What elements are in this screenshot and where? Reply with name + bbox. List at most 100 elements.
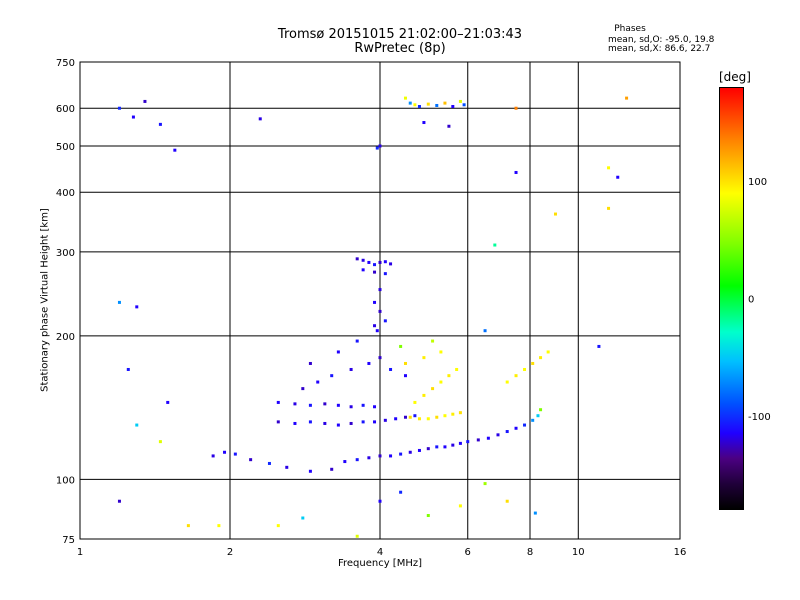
data-point: [422, 356, 426, 360]
data-point: [462, 103, 466, 107]
data-point: [355, 458, 359, 462]
data-point: [431, 339, 435, 343]
colorbar-tick-label: 0: [748, 295, 754, 306]
data-point: [131, 115, 135, 119]
y-tick-label: 200: [56, 332, 75, 343]
data-point: [323, 402, 327, 406]
data-point: [349, 421, 353, 425]
data-point: [285, 465, 289, 469]
data-point: [597, 344, 601, 348]
data-point: [211, 454, 215, 458]
data-point: [439, 380, 443, 384]
data-point: [426, 514, 430, 518]
data-point: [316, 380, 320, 384]
data-point: [361, 258, 365, 262]
data-point: [553, 212, 557, 216]
data-point: [158, 440, 162, 444]
data-point: [373, 324, 377, 328]
data-point: [413, 400, 417, 404]
data-point: [458, 99, 462, 103]
x-tick-label: 8: [527, 547, 533, 558]
data-point: [258, 117, 262, 121]
data-point: [458, 411, 462, 415]
data-point: [483, 482, 487, 486]
data-point: [383, 272, 387, 276]
x-tick-label: 16: [674, 547, 687, 558]
data-point: [308, 361, 312, 365]
data-point: [383, 319, 387, 323]
chart-title: Tromsø 20151015 21:02:00–21:03:43: [277, 27, 523, 42]
data-point: [383, 418, 387, 422]
data-point: [408, 450, 412, 454]
data-point: [539, 356, 543, 360]
data-point: [323, 421, 327, 425]
data-point: [223, 450, 227, 454]
data-point: [373, 300, 377, 304]
data-point: [514, 106, 518, 110]
data-point: [422, 393, 426, 397]
data-point: [399, 344, 403, 348]
data-point: [443, 445, 447, 449]
data-point: [308, 469, 312, 473]
data-point: [276, 400, 280, 404]
chart-subtitle: RwPretec (8p): [354, 41, 446, 56]
data-point: [408, 415, 412, 419]
y-tick-label: 75: [62, 535, 75, 546]
data-point: [249, 458, 253, 462]
data-point: [361, 420, 365, 424]
y-tick-label: 600: [56, 104, 75, 115]
data-point: [505, 430, 509, 434]
data-point: [413, 414, 417, 418]
data-point: [431, 387, 435, 391]
data-point: [531, 418, 535, 422]
data-point: [546, 350, 550, 354]
data-point: [367, 456, 371, 460]
data-point: [117, 106, 121, 110]
data-point: [389, 262, 393, 266]
colorbar-tick-label: -100: [748, 412, 771, 423]
data-point: [301, 387, 305, 391]
x-tick-label: 10: [572, 547, 585, 558]
colorbar: [719, 87, 744, 510]
data-point: [330, 467, 334, 471]
data-point: [458, 504, 462, 508]
data-point: [293, 421, 297, 425]
data-point: [536, 414, 540, 418]
data-point: [403, 96, 407, 100]
x-tick-label: 6: [465, 547, 471, 558]
colorbar-unit: [deg]: [719, 70, 751, 84]
data-point: [505, 380, 509, 384]
data-point: [367, 260, 371, 264]
data-point: [422, 121, 426, 125]
data-point: [447, 374, 451, 378]
data-point: [455, 367, 459, 371]
data-point: [367, 361, 371, 365]
data-point: [336, 423, 340, 427]
data-point: [349, 405, 353, 409]
data-point: [539, 408, 543, 412]
data-point: [373, 405, 377, 409]
data-point: [607, 206, 611, 210]
data-point: [383, 260, 387, 264]
data-point: [533, 511, 537, 515]
data-point: [308, 420, 312, 424]
data-point: [361, 268, 365, 272]
data-point: [375, 329, 379, 333]
data-point: [514, 426, 518, 430]
data-point: [403, 415, 407, 419]
data-point: [117, 300, 121, 304]
data-point: [373, 270, 377, 274]
phases-o-line: mean, sd,O: -95.0, 19.8: [608, 35, 715, 45]
data-point: [276, 524, 280, 528]
data-point: [523, 423, 527, 427]
data-point: [349, 367, 353, 371]
y-tick-label: 300: [56, 248, 75, 259]
data-point: [375, 146, 379, 150]
data-point: [373, 420, 377, 424]
data-point: [166, 400, 170, 404]
y-tick-label: 400: [56, 188, 75, 199]
data-point: [403, 374, 407, 378]
data-point: [399, 490, 403, 494]
data-point: [293, 402, 297, 406]
